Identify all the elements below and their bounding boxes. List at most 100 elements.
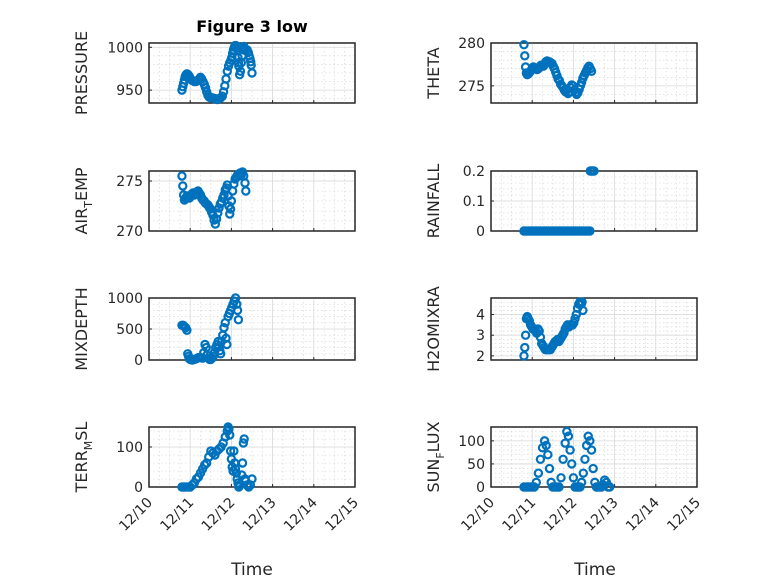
data-point <box>213 336 223 347</box>
y-tick-label: 4 <box>476 308 485 324</box>
data-point <box>191 474 202 484</box>
data-point <box>578 468 588 478</box>
figure-title: Figure 3 low <box>196 17 308 36</box>
data-point <box>229 446 239 456</box>
data-point <box>583 431 593 441</box>
x-tick-label: 12/15 <box>664 495 704 535</box>
data-point <box>519 40 529 50</box>
data-point <box>210 219 221 229</box>
data-point <box>247 68 257 78</box>
subplot-mixdepth: 0 500 1000 MIXDEPTH <box>72 287 356 371</box>
data-point <box>569 318 579 328</box>
y-axis-label: RAINFALL <box>424 164 443 239</box>
y-tick-label: 0.2 <box>463 164 485 180</box>
data-point <box>213 208 223 218</box>
data-point <box>562 426 572 437</box>
y-axis-label-main: RAINFALL <box>424 164 443 239</box>
data-point <box>580 454 590 465</box>
data-point <box>177 171 187 181</box>
data-point <box>238 438 249 448</box>
data-point <box>200 82 211 93</box>
x-tick-label: 12/14 <box>623 495 663 535</box>
x-tick-label: 12/11 <box>157 495 197 535</box>
plot-area <box>490 426 698 488</box>
subplot-sun: 0 50 100 SUNFLUX 12/10 12/11 12/12 12/13 12/14 12… <box>424 421 704 534</box>
y-axis-label-rest: SL <box>72 422 91 441</box>
data-point <box>226 196 237 206</box>
x-axis-label-right: Time <box>573 560 616 580</box>
y-tick-label: 0 <box>134 353 143 369</box>
data-point <box>588 463 598 474</box>
x-tick-label: 12/11 <box>499 495 539 535</box>
y-tick-label: 950 <box>116 83 143 99</box>
plot-frame <box>148 170 356 232</box>
data-point <box>558 454 568 465</box>
y-tick-label: 1000 <box>107 40 143 56</box>
y-axis-label-main: H2OMIXRA <box>424 286 443 372</box>
data-point <box>585 436 595 446</box>
y-tick-label: 280 <box>458 36 485 52</box>
x-axis-label-left: Time <box>230 560 273 580</box>
y-tick-label: 275 <box>116 174 143 190</box>
data-point <box>578 305 588 316</box>
data-point <box>568 473 579 483</box>
y-tick-label: 0.1 <box>463 194 485 210</box>
data-point <box>239 434 249 444</box>
data-point <box>556 473 566 483</box>
y-tick-label: 0 <box>476 480 485 496</box>
data-point <box>225 209 235 219</box>
y-axis-label: TERRMSL <box>72 422 95 494</box>
subplot-h2omixra: 2 3 4 H2OMIXRA <box>424 286 698 372</box>
plot-frame <box>148 42 356 104</box>
y-axis-label-main: MIXDEPTH <box>72 287 91 370</box>
y-axis-label-main: SUN <box>424 459 443 493</box>
plot-frame <box>148 297 356 361</box>
y-tick-label: 275 <box>458 79 485 95</box>
data-point <box>187 480 197 490</box>
data-point <box>586 66 597 76</box>
x-tick-label: 12/15 <box>322 495 362 535</box>
data-point <box>230 464 241 474</box>
y-tick-label: 1000 <box>107 291 143 307</box>
data-point <box>214 444 224 454</box>
data-point <box>586 445 597 455</box>
plot-frame <box>490 42 698 104</box>
data-point <box>241 186 251 196</box>
data-point <box>539 436 550 446</box>
y-axis-label-main: TERR <box>72 450 91 493</box>
data-point <box>224 424 234 434</box>
data-point <box>520 51 530 61</box>
data-point <box>529 482 539 492</box>
data-point <box>577 297 587 307</box>
data-point <box>215 349 226 359</box>
data-point <box>563 431 574 441</box>
x-tick-label: 12/12 <box>541 495 581 535</box>
data-point <box>237 458 248 468</box>
y-axis-label: THETA <box>424 47 443 99</box>
y-tick-label: 100 <box>116 440 143 456</box>
x-tick-label: 12/10 <box>458 495 498 535</box>
y-tick-label: 50 <box>467 457 485 473</box>
y-axis-label-main: AIR <box>72 208 91 235</box>
y-tick-label: 270 <box>116 224 143 240</box>
data-point <box>543 449 553 460</box>
y-axis-label-rest: EMP <box>72 167 91 201</box>
data-point <box>544 463 555 474</box>
data-point <box>535 454 546 465</box>
data-point <box>225 430 235 440</box>
y-tick-label: 0 <box>476 224 485 240</box>
y-tick-label: 500 <box>116 322 143 338</box>
plot-frame <box>490 297 698 361</box>
data-point <box>199 460 210 470</box>
data-point <box>235 66 246 76</box>
y-axis-label: MIXDEPTH <box>72 287 91 370</box>
data-point <box>182 325 192 335</box>
y-axis-label-subscript: T <box>82 201 95 209</box>
subplot-air: 270 275 AIRTEMP <box>72 167 356 240</box>
data-point <box>531 477 542 488</box>
data-point <box>217 91 228 101</box>
data-point <box>567 459 577 469</box>
data-point <box>233 315 244 325</box>
